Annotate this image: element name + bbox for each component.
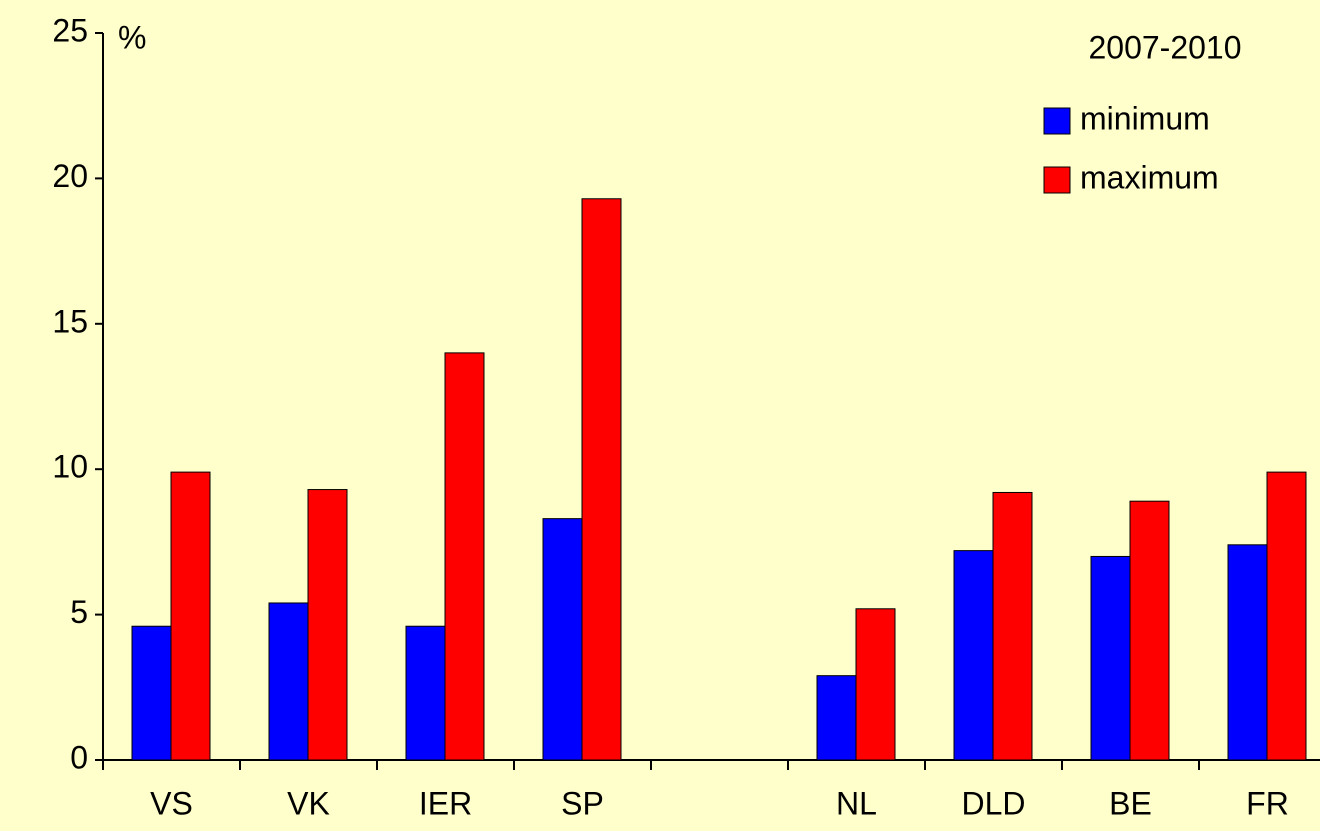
bar [1266, 471, 1307, 761]
bar [444, 352, 485, 761]
bar [131, 625, 172, 761]
bar [581, 198, 622, 761]
x-tick-label: VS [150, 785, 193, 821]
x-tick-label: FR [1246, 785, 1289, 821]
y-tick-label: 25 [52, 12, 88, 48]
x-tick-label: DLD [961, 785, 1025, 821]
bar [1227, 544, 1268, 761]
x-tick-label: SP [561, 785, 604, 821]
bar [1090, 555, 1131, 761]
y-tick-label: 10 [52, 449, 88, 485]
y-tick-label: 15 [52, 303, 88, 339]
y-tick-label: 0 [70, 739, 88, 775]
x-tick-label: VK [287, 785, 330, 821]
bar [170, 471, 211, 761]
legend-label: minimum [1080, 100, 1210, 136]
bar [1129, 500, 1170, 761]
x-tick-label: NL [836, 785, 877, 821]
x-tick-label: IER [419, 785, 472, 821]
legend-label: maximum [1080, 159, 1219, 195]
bar [855, 608, 896, 761]
bar [268, 602, 309, 761]
bar [542, 518, 583, 761]
bar [992, 491, 1033, 761]
legend-swatch [1043, 166, 1071, 194]
y-axis-label: % [118, 19, 146, 55]
legend-title: 2007-2010 [1088, 29, 1241, 65]
y-tick-label: 20 [52, 158, 88, 194]
bar [816, 675, 857, 761]
bar [405, 625, 446, 761]
x-tick-label: BE [1109, 785, 1152, 821]
bar [307, 489, 348, 761]
legend-swatch [1043, 107, 1071, 135]
bar [953, 550, 994, 761]
y-tick-label: 5 [70, 594, 88, 630]
